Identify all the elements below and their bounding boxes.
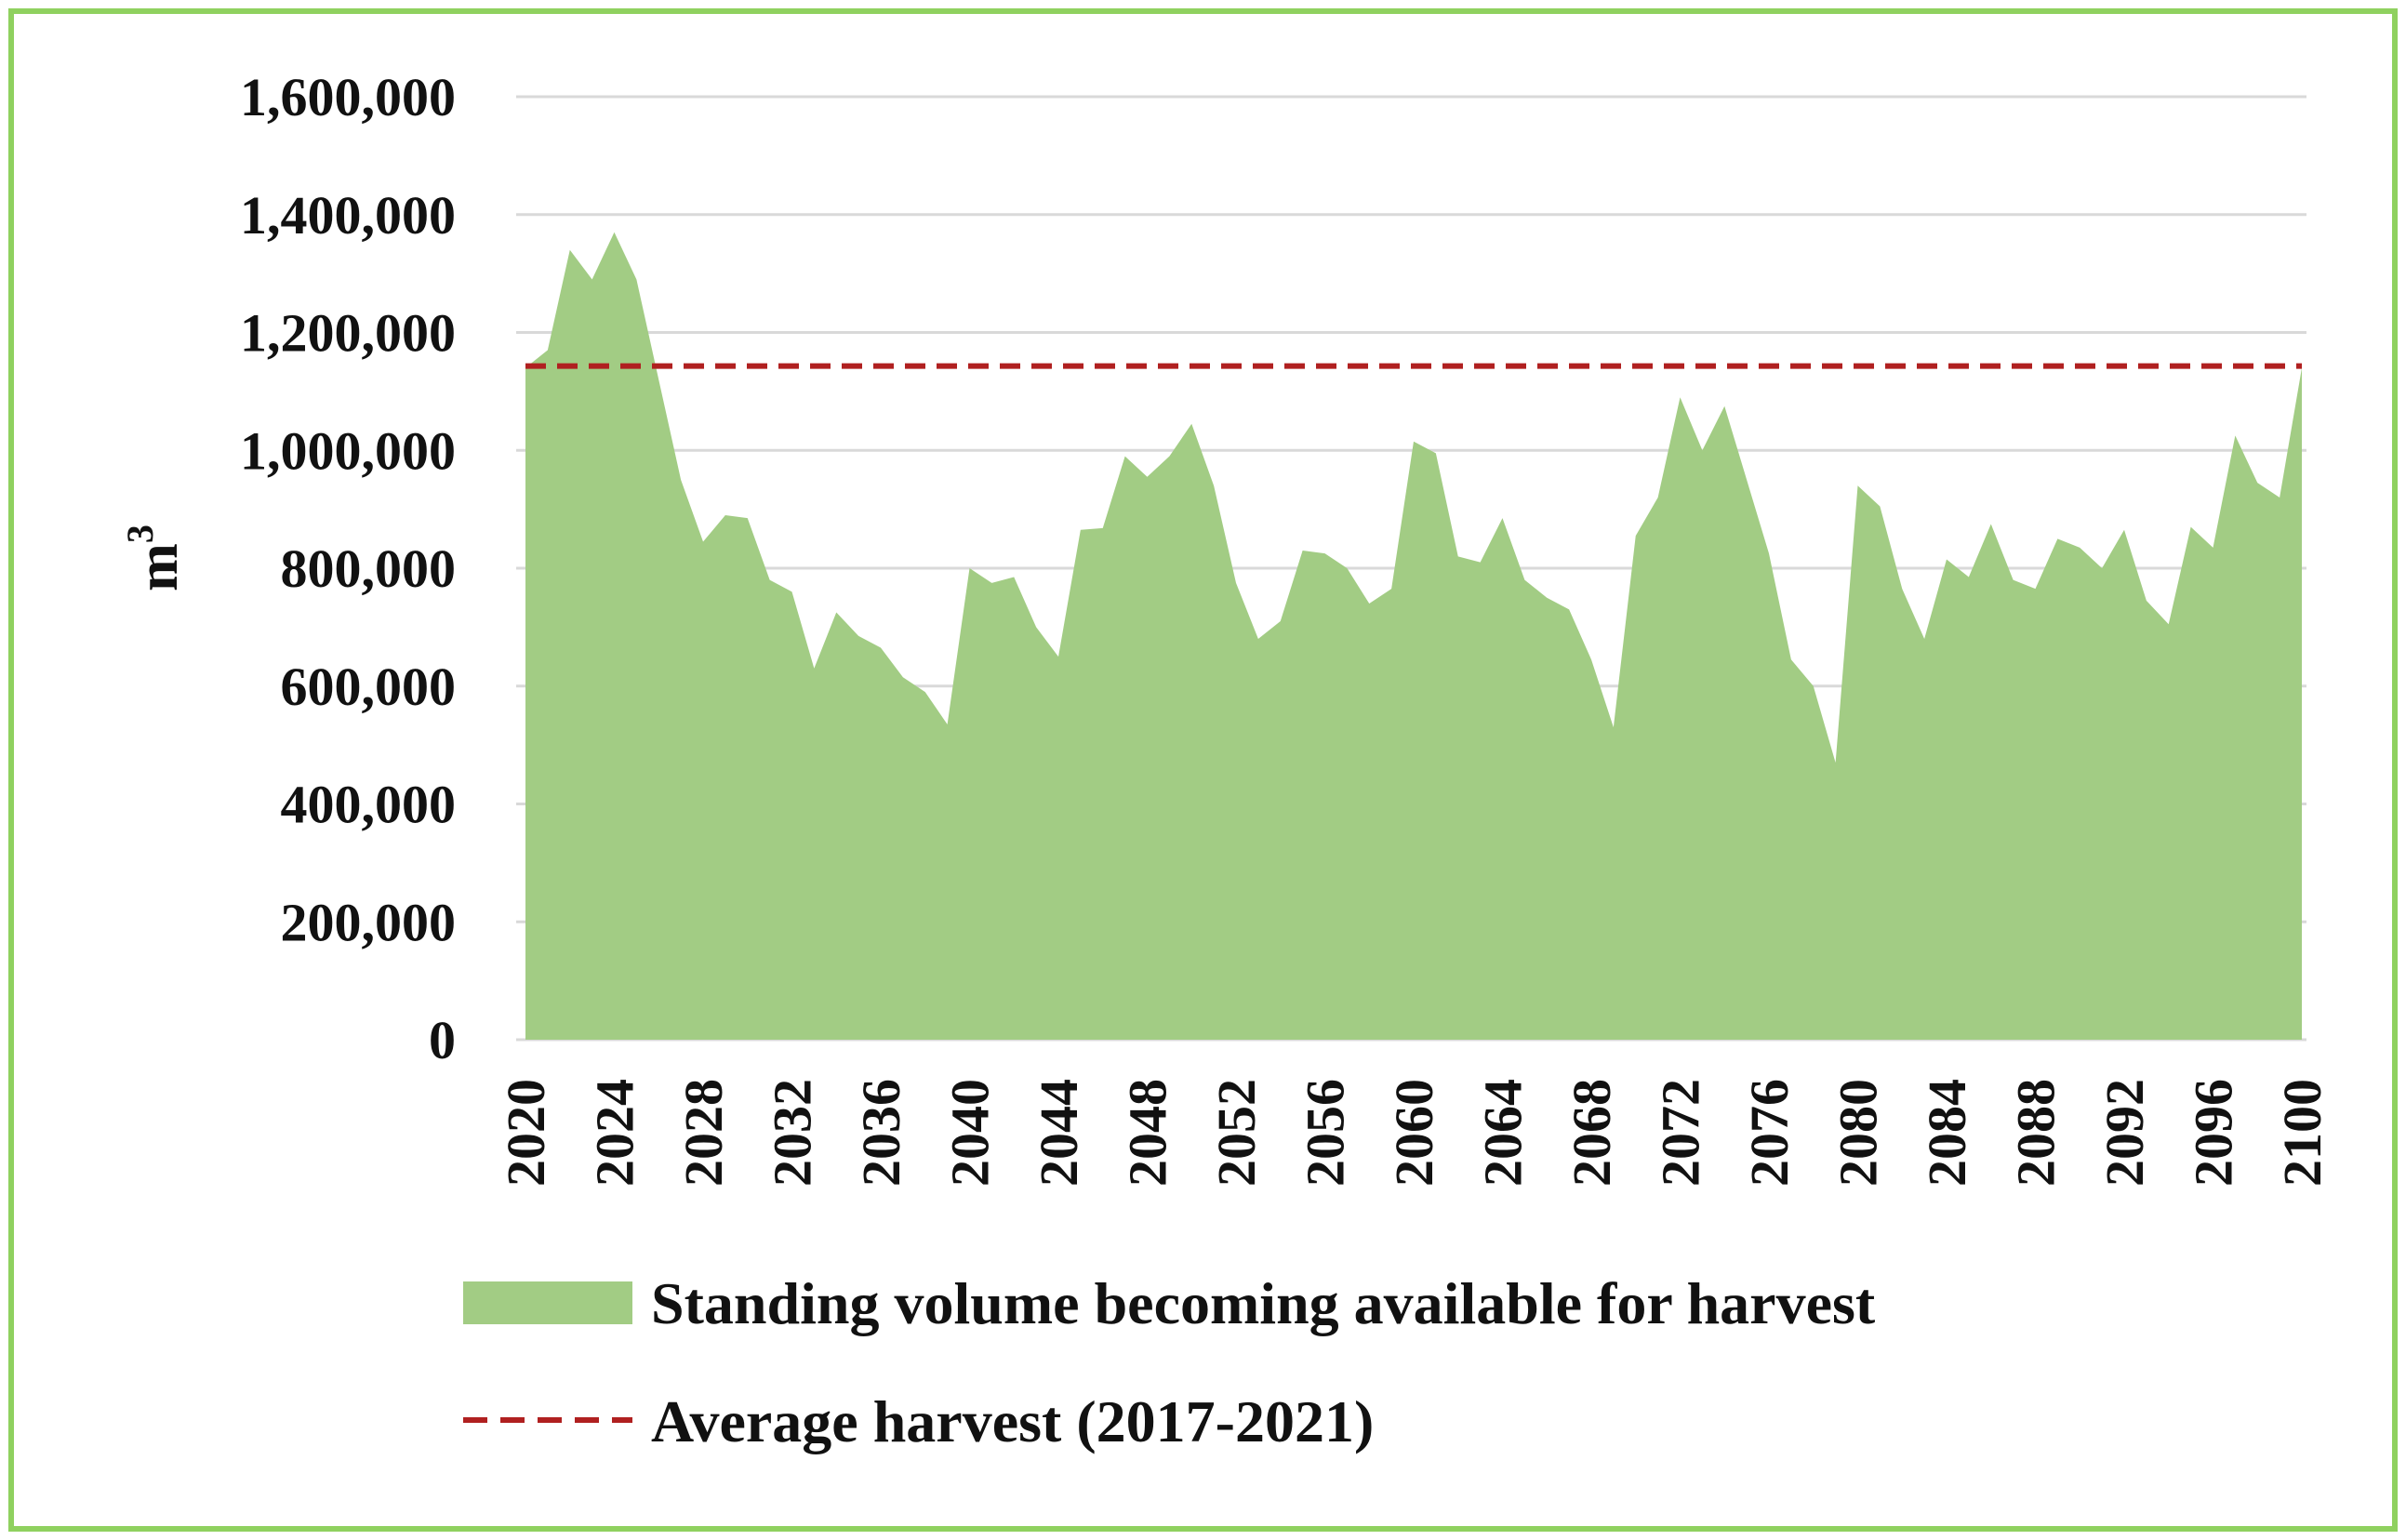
x-tick-label: 2068 [1562,1079,1622,1187]
y-tick-label: 1,600,000 [240,67,456,127]
y-tick-label: 200,000 [281,892,457,952]
x-tick-label: 2100 [2272,1079,2333,1187]
y-axis: 0 200,000 400,000 600,000 800,000 1,000,000 1,… [240,67,456,1070]
plot-area [525,232,2302,1040]
y-tick-label: 800,000 [281,538,457,599]
area-series-standing-volume [525,232,2302,1040]
y-axis-label-text: m [126,543,190,591]
y-tick-label: 1,000,000 [240,420,456,481]
x-tick-label: 2096 [2184,1079,2244,1187]
x-tick-label: 2088 [2006,1079,2067,1187]
x-tick-label: 2076 [1739,1079,1800,1187]
x-tick-label: 2032 [763,1079,823,1187]
legend-label-area: Standing volume becoming available for h… [651,1270,1876,1336]
x-tick-label: 2092 [2094,1079,2155,1187]
x-tick-label: 2064 [1473,1079,1534,1187]
y-axis-label-superscript: 3 [119,524,161,543]
x-tick-label: 2052 [1206,1079,1267,1187]
x-tick-label: 2020 [496,1079,556,1187]
x-tick-label: 2044 [1029,1079,1089,1187]
x-tick-label: 2024 [585,1079,645,1187]
y-tick-label: 1,400,000 [240,185,456,246]
legend: Standing volume becoming available for h… [463,1270,1876,1454]
x-tick-label: 2072 [1651,1079,1711,1187]
x-tick-label: 2048 [1118,1079,1178,1187]
x-tick-label: 2040 [940,1079,1001,1187]
y-tick-label: 600,000 [281,657,457,717]
x-tick-label: 2028 [673,1079,734,1187]
x-tick-label: 2084 [1917,1079,1977,1187]
x-tick-label: 2036 [851,1079,911,1187]
x-tick-label: 2060 [1384,1079,1444,1187]
y-tick-label: 400,000 [281,775,457,835]
x-tick-label: 2080 [1828,1079,1889,1187]
y-tick-label: 1,200,000 [240,303,456,364]
y-tick-label: 0 [429,1010,456,1070]
legend-label-average: Average harvest (2017-2021) [651,1388,1374,1454]
x-axis: 2020 2024 2028 2032 2036 2040 2044 2048 2052 2056… [496,1079,2333,1187]
x-tick-label: 2056 [1296,1079,1356,1187]
y-axis-label: m3 [119,524,190,591]
legend-swatch-area [463,1281,632,1324]
